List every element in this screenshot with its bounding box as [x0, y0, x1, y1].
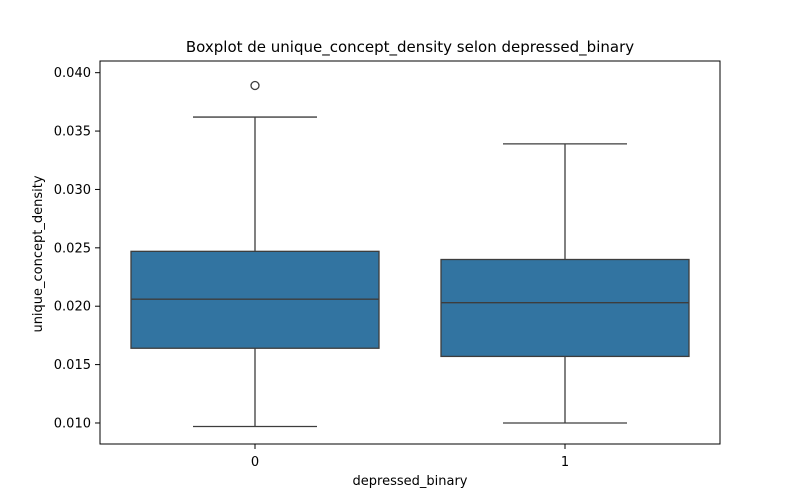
box-iqr [440, 258, 690, 358]
chart-title: Boxplot de unique_concept_density selon … [186, 38, 634, 57]
y-axis-ticks: 0.010 0.015 0.020 0.025 0.030 0.035 0.040 [54, 66, 100, 431]
y-axis-label: unique_concept_density [31, 175, 46, 332]
y-tick-label: 0.025 [54, 241, 91, 256]
x-axis-label: depressed_binary [353, 474, 468, 489]
x-tick-label: 1 [561, 455, 569, 470]
y-tick-label: 0.010 [54, 416, 91, 431]
y-tick-label: 0.015 [54, 358, 91, 373]
y-tick-label: 0.030 [54, 183, 91, 198]
x-tick-label: 0 [251, 455, 259, 470]
outlier-point [250, 80, 260, 91]
box-group-0 [130, 80, 380, 428]
y-tick-label: 0.035 [54, 125, 91, 140]
plot-area [99, 60, 721, 445]
y-tick-label: 0.040 [54, 66, 91, 81]
plot-frame [99, 60, 721, 445]
y-tick-label: 0.020 [54, 300, 91, 315]
box-group-1 [440, 143, 690, 424]
